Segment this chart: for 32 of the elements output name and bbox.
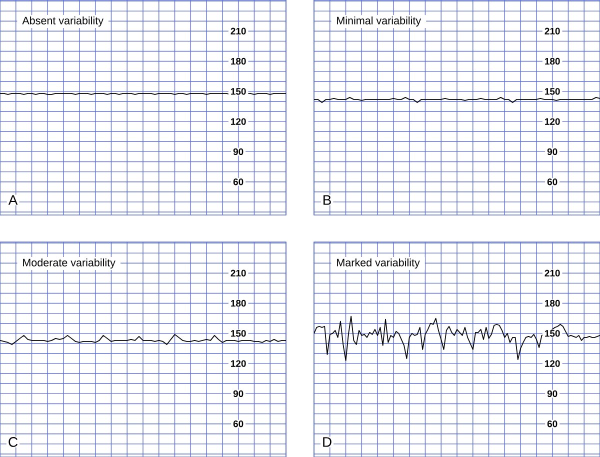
y-tick-label: 120: [231, 360, 246, 367]
y-tick-label: 90: [233, 390, 244, 398]
text: Absent variability: [22, 16, 104, 27]
y-tick-label: 120: [231, 118, 246, 125]
y-tick-label: 180: [545, 58, 560, 65]
y-tick-label: 120: [545, 118, 560, 125]
y-tick-label: 210: [544, 28, 560, 34]
y-tick-label: 60: [233, 178, 244, 186]
y-tick-label: 90: [547, 148, 558, 156]
y-tick-label: 150: [545, 88, 560, 95]
y-tick-label: 60: [233, 420, 244, 428]
y-tick-label: 60: [547, 420, 558, 428]
y-tick-label: 150: [231, 88, 246, 95]
y-tick-label: 210: [544, 270, 560, 276]
y-tick-label: 90: [547, 390, 558, 398]
annotation: C: [8, 437, 18, 447]
y-tick-label: 210: [230, 28, 246, 34]
text: Minimal variability: [337, 16, 422, 27]
y-tick-label: 150: [545, 330, 560, 337]
annotation: A: [8, 195, 18, 205]
y-tick-label: 210: [230, 270, 246, 276]
y-tick-label: 90: [233, 148, 244, 156]
y-tick-label: 60: [547, 178, 558, 186]
annotation: B: [324, 195, 331, 205]
y-tick-label: 180: [545, 300, 560, 307]
y-tick-label: 150: [231, 330, 246, 337]
text: Moderate variability: [23, 258, 116, 269]
y-tick-label: 120: [545, 360, 560, 367]
annotation: D: [323, 437, 332, 447]
text: Marked variability: [337, 258, 420, 269]
y-tick-label: 180: [231, 58, 246, 65]
y-tick-label: 180: [231, 300, 246, 307]
